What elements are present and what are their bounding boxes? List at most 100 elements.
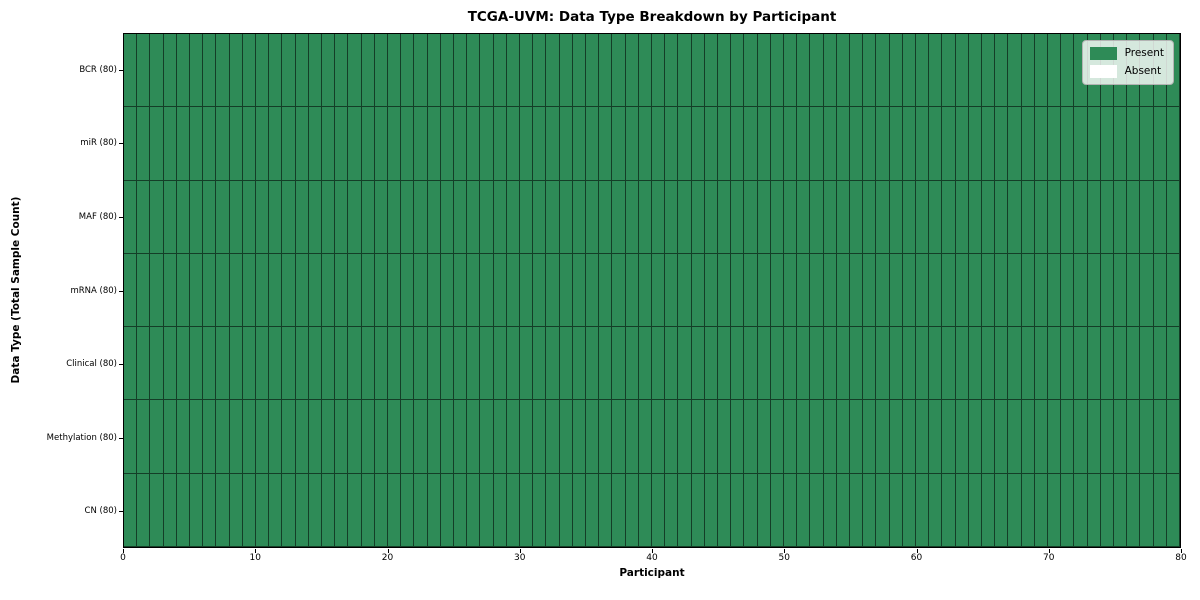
heatmap-cell (519, 180, 534, 254)
heatmap-cell (744, 107, 758, 181)
heatmap-cell (176, 253, 190, 328)
heatmap-cell (255, 400, 270, 474)
heatmap-cell (665, 180, 679, 254)
heatmap-cell (189, 253, 204, 328)
heatmap-cell (678, 253, 692, 328)
heatmap-cell (348, 34, 362, 108)
heatmap-cell (731, 400, 745, 474)
heatmap-cell (717, 400, 732, 474)
y-tick-mark (119, 437, 123, 439)
heatmap-cell (797, 180, 811, 254)
heatmap-cell (1153, 253, 1167, 328)
heatmap-cell (255, 253, 270, 328)
heatmap-cell (150, 34, 164, 108)
heatmap-cell (163, 400, 177, 474)
heatmap-cell (480, 400, 494, 474)
heatmap-cell (968, 34, 982, 108)
heatmap-cell (269, 107, 283, 181)
x-tick-mark (255, 549, 257, 553)
heatmap-cell (929, 327, 943, 401)
heatmap-cell (612, 253, 626, 328)
heatmap-cell (453, 400, 468, 474)
heatmap-cell (203, 34, 217, 108)
heatmap-cell (216, 473, 230, 547)
heatmap-cell (546, 180, 560, 254)
heatmap-cell (242, 180, 256, 254)
heatmap-cell (124, 107, 138, 181)
heatmap-cell (599, 327, 613, 401)
heatmap-cell (401, 253, 415, 328)
x-tick-mark (784, 549, 786, 553)
heatmap-cell (203, 327, 217, 401)
heatmap-cell (414, 180, 428, 254)
heatmap-cell (981, 253, 996, 328)
heatmap-cell (374, 34, 388, 108)
heatmap-cell (1034, 327, 1048, 401)
heatmap-cell (995, 180, 1009, 254)
heatmap-cell (559, 327, 573, 401)
heatmap-cell (744, 473, 758, 547)
heatmap-cell (229, 327, 243, 401)
heatmap-cell (387, 327, 402, 401)
heatmap-cell (308, 34, 322, 108)
legend-label: Present (1124, 47, 1164, 59)
heatmap-cell (704, 327, 718, 401)
heatmap-cell (876, 107, 890, 181)
heatmap-cell (1021, 327, 1035, 401)
heatmap-cell (176, 180, 190, 254)
heatmap-cell (704, 400, 718, 474)
heatmap-cell (506, 34, 520, 108)
heatmap-cell (889, 473, 903, 547)
y-tick-mark (119, 216, 123, 218)
heatmap-cell (427, 107, 441, 181)
heatmap-cell (823, 327, 837, 401)
heatmap-cell (1034, 473, 1048, 547)
heatmap-cell (189, 473, 204, 547)
heatmap-cell (467, 34, 481, 108)
heatmap-cell (836, 400, 850, 474)
heatmap-cell (137, 253, 151, 328)
heatmap-cell (731, 107, 745, 181)
heatmap-cell (480, 34, 494, 108)
heatmap-cell (599, 473, 613, 547)
heatmap-cell (995, 107, 1009, 181)
heatmap-cell (269, 473, 283, 547)
heatmap-cell (255, 473, 270, 547)
legend-label: Absent (1124, 65, 1162, 77)
heatmap-cell (519, 253, 534, 328)
heatmap-cell (876, 473, 890, 547)
heatmap-cell (216, 34, 230, 108)
legend-swatch (1089, 47, 1117, 60)
heatmap-cell (374, 327, 388, 401)
heatmap-cell (242, 107, 256, 181)
heatmap-cell (849, 34, 864, 108)
heatmap-cell (770, 473, 784, 547)
heatmap-cell (361, 180, 375, 254)
heatmap-cell (453, 327, 468, 401)
heatmap-cell (1047, 107, 1062, 181)
x-tick-label: 80 (1175, 553, 1187, 563)
heatmap-cell (902, 473, 916, 547)
heatmap-cell (519, 400, 534, 474)
heatmap-cell (731, 253, 745, 328)
heatmap-cell (717, 34, 732, 108)
heatmap-cell (691, 180, 705, 254)
heatmap-cell (546, 34, 560, 108)
heatmap-cell (401, 180, 415, 254)
heatmap-cell (625, 180, 639, 254)
heatmap-cell (651, 400, 666, 474)
heatmap-cell (361, 327, 375, 401)
heatmap-cell (651, 327, 666, 401)
heatmap-cell (493, 34, 507, 108)
heatmap-cell (467, 107, 481, 181)
heatmap-cell (995, 473, 1009, 547)
heatmap-cell (1113, 400, 1128, 474)
heatmap-cell (691, 400, 705, 474)
heatmap-cell (638, 253, 652, 328)
heatmap-cell (981, 400, 996, 474)
heatmap-cell (414, 34, 428, 108)
heatmap-cell (387, 34, 402, 108)
heatmap-cell (585, 34, 600, 108)
heatmap-cell (124, 180, 138, 254)
heatmap-cell (981, 327, 996, 401)
